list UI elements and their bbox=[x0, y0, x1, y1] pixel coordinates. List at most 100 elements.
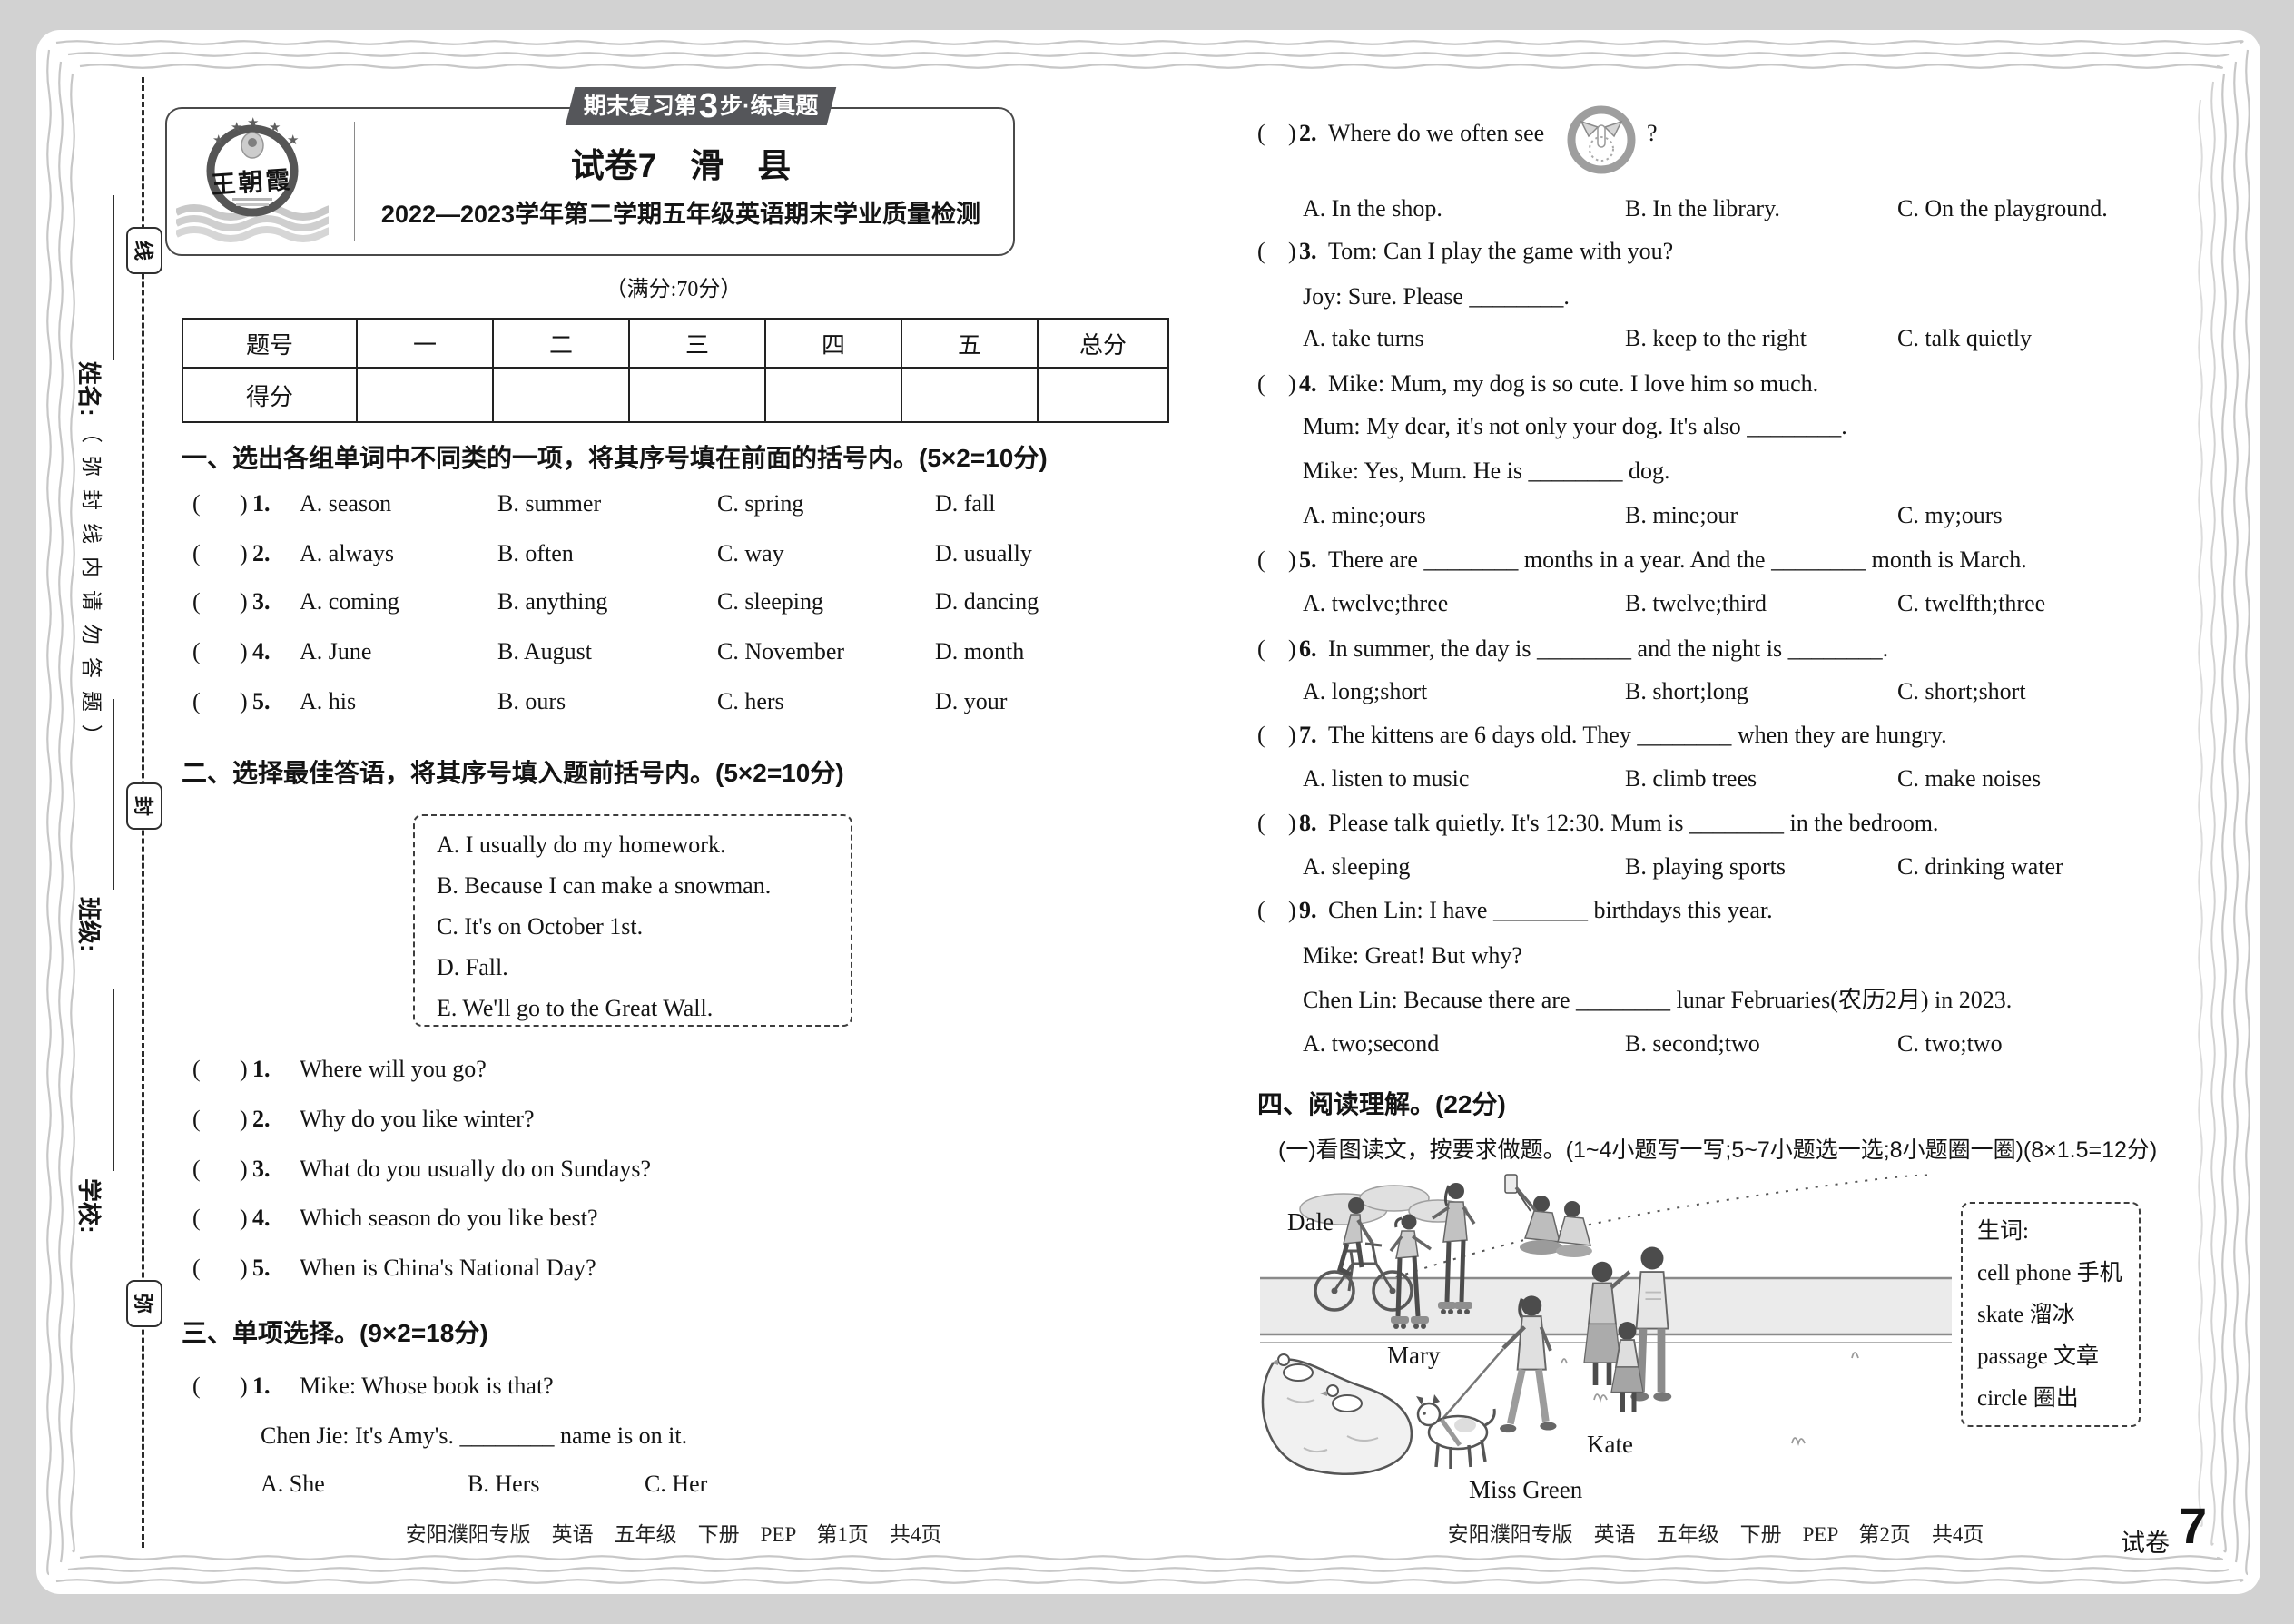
star-icon: ★ bbox=[287, 133, 299, 148]
score-table-header: 题号 bbox=[245, 330, 293, 359]
pond bbox=[1261, 1358, 1413, 1475]
new-words-box: 生词: cell phone 手机 skate 溜冰 passage 文章 ci… bbox=[1961, 1202, 2141, 1427]
s3-q4-options: A. mine;ours B. mine;our C. my;ours bbox=[1303, 502, 2003, 528]
score-cell bbox=[356, 367, 492, 421]
s3-q1-options: A. She B. Hers C. Her bbox=[261, 1471, 708, 1497]
s3-question-4: () 4. Mike: Mum, my dog is so cute. I love… bbox=[1257, 370, 1819, 397]
vocab-item: cell phone 手机 bbox=[1977, 1261, 2122, 1285]
s3-q2-question-mark: ? bbox=[1647, 120, 1658, 146]
dog bbox=[1416, 1394, 1496, 1469]
figure-label-mary: Mary bbox=[1387, 1342, 1441, 1369]
badge-prefix: 期末复习第 bbox=[583, 93, 697, 119]
name-label: 姓名: bbox=[75, 361, 103, 417]
logo-name: 王朝霞 bbox=[211, 166, 294, 199]
score-row-label: 得分 bbox=[183, 367, 356, 421]
section2-title: 二、选择最佳答语，将其序号填入题前括号内。(5×2=10分) bbox=[182, 759, 844, 787]
s3-question-8: () 8. Please talk quietly. It's 12:30. Mum… bbox=[1257, 810, 1939, 836]
school-write-line bbox=[113, 989, 114, 1171]
s1-question-2: () 2. A. always B. often C. way D. usually bbox=[192, 540, 1032, 566]
score-cell bbox=[492, 367, 628, 421]
paper-subtitle: 2022—2023学年第二学期五年级英语期末学业质量检测 bbox=[380, 201, 981, 228]
star-icon: ★ bbox=[212, 133, 224, 148]
s2-question-2: () 2. Why do you like winter? bbox=[192, 1106, 535, 1132]
figure-label-kate: Kate bbox=[1587, 1431, 1633, 1458]
section4-title: 四、阅读理解。(22分) bbox=[1257, 1090, 1506, 1118]
section1-title: 一、选出各组单词中不同类的一项，将其序号填在前面的括号内。(5×2=10分) bbox=[182, 444, 1048, 472]
class-label: 班级: bbox=[75, 897, 103, 952]
vocab-item: circle 圈出 bbox=[1977, 1386, 2079, 1411]
score-table-header: 一 bbox=[356, 320, 492, 367]
seal-note: （弥封线内请勿答题） bbox=[80, 422, 103, 758]
s3-question-9: () 9. Chen Lin: I have ________ birthdays … bbox=[1257, 897, 1773, 923]
section4-subtitle: (一)看图读文，按要求做题。(1~4小题写一写;5~7小题选一选;8小题圈一圈)… bbox=[1278, 1137, 2158, 1163]
seal-stamp-3: 弥 bbox=[126, 1280, 162, 1327]
section3-title: 三、单项选择。(9×2=18分) bbox=[182, 1319, 488, 1347]
girl-skating bbox=[1432, 1183, 1476, 1314]
s3-q2-options: A. In the shop. B. In the library. C. On t… bbox=[1303, 195, 2108, 221]
s3-question-2: () 2. Where do we often see bbox=[1257, 120, 1545, 146]
s1-question-1: () 1. A. season B. summer C. spring D. fall bbox=[192, 490, 996, 517]
full-score-note: （满分:70分） bbox=[605, 278, 743, 301]
s3-question-6: () 6. In summer, the day is ________ and t… bbox=[1257, 635, 1889, 662]
score-cell bbox=[901, 367, 1037, 421]
score-table: 题号 一 二 三 四 五 总分 得分 bbox=[182, 318, 1169, 423]
vocab-item: passage 文章 bbox=[1977, 1344, 2099, 1369]
publisher-logo: ★ ★ ★ ★ ★ 王朝霞 bbox=[176, 116, 329, 242]
s3-q4-line3: Mike: Yes, Mum. He is ________ dog. bbox=[1303, 458, 1670, 484]
star-icon: ★ bbox=[247, 116, 259, 131]
s2-question-1: () 1. Where will you go? bbox=[192, 1056, 487, 1082]
corner-paper-label: 试卷 bbox=[2121, 1530, 2170, 1557]
class-write-line bbox=[113, 699, 114, 890]
grass-tufts bbox=[1561, 1352, 1859, 1446]
s3-q7-options: A. listen to music B. climb trees C. make … bbox=[1303, 765, 2042, 792]
score-cell bbox=[764, 367, 901, 421]
vocab-title: 生词: bbox=[1977, 1219, 2029, 1244]
s3-q9-options: A. two;second B. second;two C. two;two bbox=[1303, 1030, 2003, 1057]
vocab-item: skate 溜冰 bbox=[1977, 1303, 2075, 1327]
s3-q1-line2: Chen Jie: It's Amy's. ________ name is o… bbox=[261, 1422, 688, 1449]
s3-q4-line2: Mum: My dear, it's not only your dog. It… bbox=[1303, 413, 1847, 439]
s3-q3-options: A. take turns B. keep to the right C. talk… bbox=[1303, 325, 2033, 351]
s3-q5-options: A. twelve;three B. twelve;third C. twelfth… bbox=[1303, 590, 2046, 616]
dale-on-bicycle bbox=[1314, 1197, 1413, 1312]
park-scene-illustration bbox=[1260, 1174, 1952, 1475]
paper-title: 试卷7 滑 县 bbox=[570, 147, 792, 184]
score-table-header: 三 bbox=[628, 320, 764, 367]
corner-paper-number: 7 bbox=[2179, 1497, 2208, 1554]
s3-q6-options: A. long;short B. short;long C. short;short bbox=[1303, 678, 2026, 704]
duck bbox=[1271, 1353, 1314, 1382]
school-label: 学校: bbox=[75, 1178, 103, 1234]
page1-footer: 安阳濮阳专版 英语 五年级 下册 PEP 第1页 共4页 bbox=[405, 1523, 942, 1546]
review-step-badge: 期末复习第3步·练真题 bbox=[565, 86, 837, 125]
seal-stamp-2: 封 bbox=[126, 782, 162, 830]
s3-question-1: () 1. Mike: Whose book is that? bbox=[192, 1373, 554, 1399]
couple-taking-selfie bbox=[1504, 1174, 1592, 1257]
score-table-header: 五 bbox=[901, 320, 1037, 367]
score-cell bbox=[628, 367, 764, 421]
s3-q3-line2: Joy: Sure. Please ________. bbox=[1303, 283, 1570, 310]
s2-box-option: B. Because I can make a snowman. bbox=[437, 872, 772, 899]
s1-question-3: () 3. A. coming B. anything C. sleeping D. … bbox=[192, 588, 1039, 615]
seal-stamp-1: 线 bbox=[126, 227, 162, 274]
header-divider bbox=[354, 122, 355, 241]
s3-question-5: () 5. There are ________ months in a year.… bbox=[1257, 546, 2027, 573]
cell-phone-icon bbox=[1504, 1174, 1518, 1194]
s2-box-option: D. Fall. bbox=[437, 954, 508, 980]
s1-question-5: () 5. A. his B. ours C. hers D. your bbox=[192, 688, 1008, 714]
s2-question-5: () 5. When is China's National Day? bbox=[192, 1255, 596, 1281]
star-icon: ★ bbox=[269, 121, 281, 135]
quiet-sign-icon bbox=[1567, 105, 1636, 174]
page2-footer: 安阳濮阳专版 英语 五年级 下册 PEP 第2页 共4页 bbox=[1447, 1523, 1984, 1546]
s1-question-4: () 4. A. June B. August C. November D. mont… bbox=[192, 638, 1025, 664]
kate-family bbox=[1583, 1246, 1672, 1412]
score-table-header: 四 bbox=[764, 320, 901, 367]
s2-question-4: () 4. Which season do you like best? bbox=[192, 1205, 598, 1231]
s2-box-option: A. I usually do my homework. bbox=[437, 832, 726, 858]
name-write-line bbox=[113, 195, 114, 360]
badge-step-number: 3 bbox=[698, 86, 718, 125]
s2-question-3: () 3. What do you usually do on Sundays? bbox=[192, 1156, 652, 1182]
score-table-header: 总分 bbox=[1037, 320, 1167, 367]
duck bbox=[1320, 1384, 1363, 1412]
figure-label-dale: Dale bbox=[1287, 1208, 1334, 1235]
s3-q9-line2: Mike: Great! But why? bbox=[1303, 942, 1522, 969]
